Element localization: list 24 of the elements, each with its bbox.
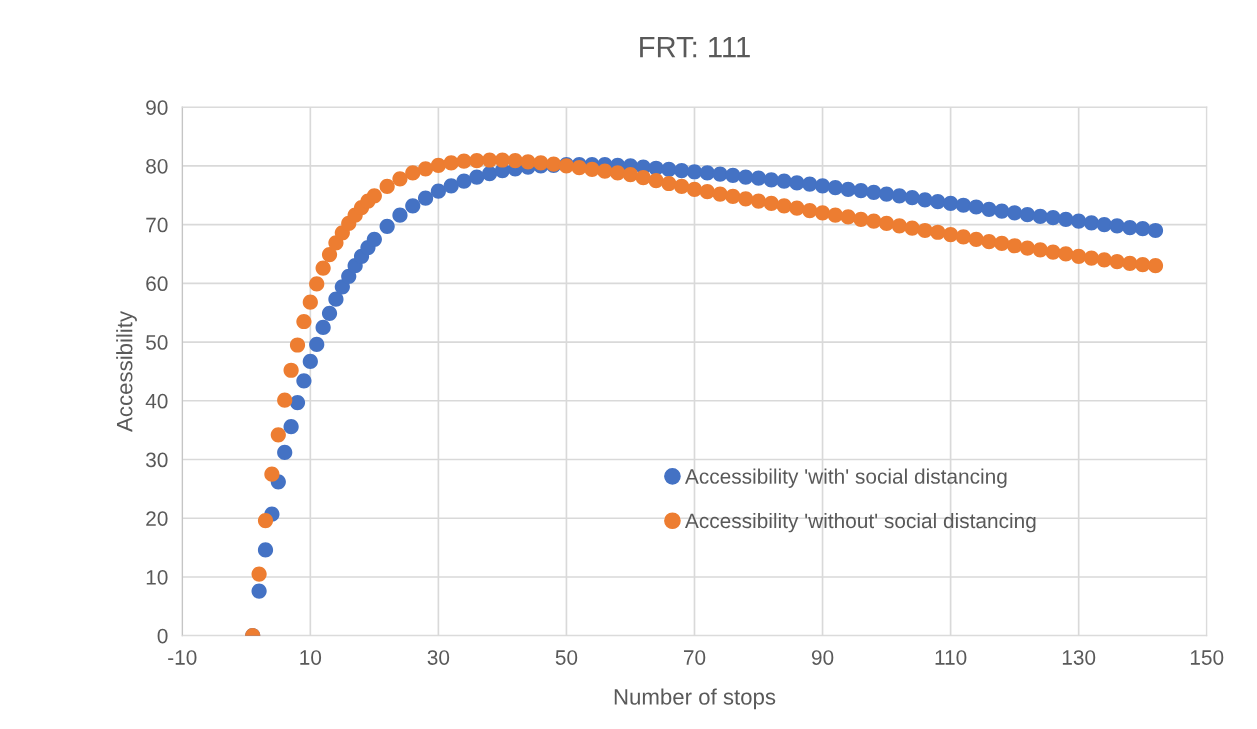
y-tick-label: 70 [146,217,168,233]
y-tick-label: 50 [146,335,168,350]
x-tick-label: 30 [427,650,450,665]
y-tick-label: 60 [146,276,168,292]
chart-title: FRT: 111 [640,37,750,58]
y-tick-label: 90 [146,100,168,115]
x-tick-label: 150 [1190,650,1224,665]
y-tick-label: 20 [146,511,168,526]
y-axis-title: Accessibility [116,310,137,432]
x-axis-title: Number of stops [614,688,776,710]
legend-label: Accessibility 'without' social distancing [684,512,1036,533]
y-tick-label: 0 [157,628,168,644]
x-tick-label: 110 [935,650,967,665]
x-tick-label: -10 [168,650,197,665]
y-tick-label: 30 [146,452,168,468]
y-tick-label: 80 [146,158,168,174]
y-tick-label: 10 [146,569,168,585]
x-tick-label: 10 [300,650,322,665]
x-tick-label: 50 [555,650,578,665]
x-tick-label: 130 [1062,650,1096,665]
x-tick-label: 90 [811,650,834,665]
legend-label: Accessibility 'with' social distancing [684,468,1007,488]
y-tick-label: 40 [145,393,168,409]
x-tick-label: 70 [683,650,706,665]
